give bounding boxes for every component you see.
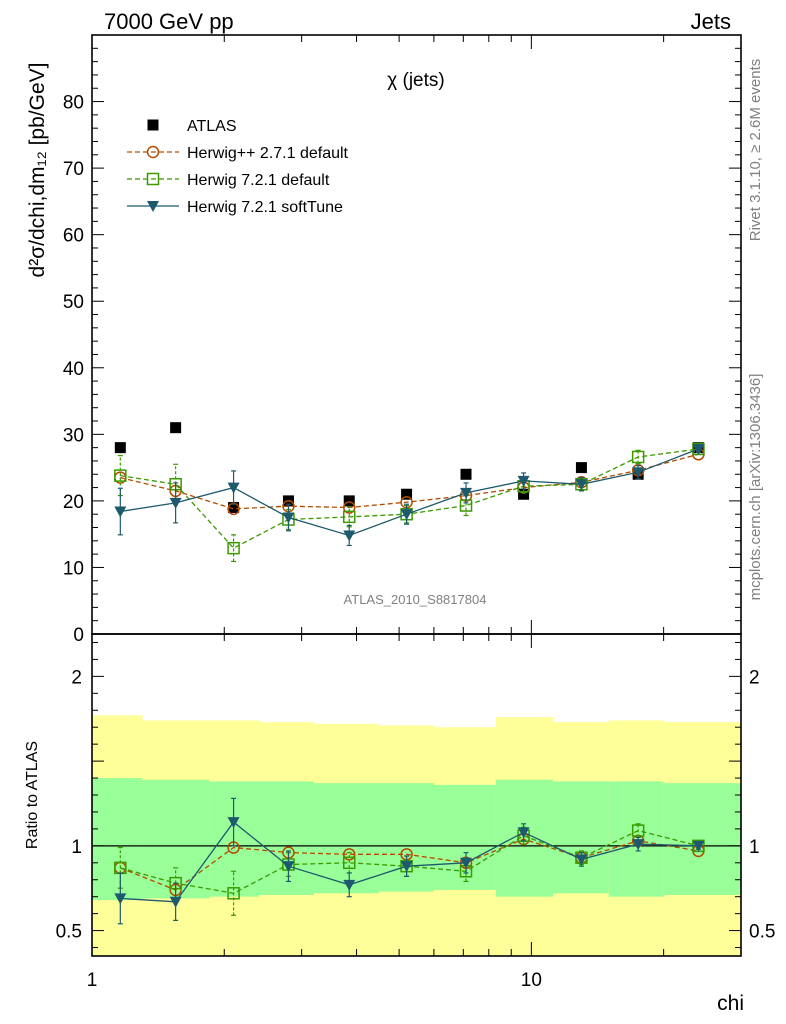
y-tick-label: 40 (63, 359, 84, 380)
y-tick-label: 20 (63, 492, 84, 513)
data-point (227, 817, 240, 829)
band-inner-bin (495, 779, 554, 897)
legend-label: Herwig 7.2.1 softTune (187, 199, 343, 216)
series-line (120, 838, 699, 891)
series-line (120, 453, 699, 510)
legend-entry: Herwig 7.2.1 softTune (127, 199, 343, 216)
legend-label: Herwig++ 2.7.1 default (187, 145, 349, 162)
ratio-y-tick-label: 0.5 (56, 922, 82, 943)
data-point (400, 861, 413, 873)
data-point (518, 488, 530, 500)
legend-entry: Herwig 7.2.1 default (127, 172, 330, 189)
ratio-plot-frame (91, 633, 742, 957)
legend-label: ATLAS (187, 118, 237, 135)
tick-labels: 0 10 20 30 40 50 60 70 80 0.5 0.5 1 1 2 2 1 10 (56, 93, 776, 991)
data-point (170, 422, 182, 434)
data-point (342, 848, 356, 861)
data-point (343, 530, 356, 542)
ratio-y-tick-label: 0.5 (749, 922, 775, 943)
header-left: 7000 GeV pp (104, 9, 234, 34)
data-point (169, 896, 182, 908)
data-point (282, 861, 295, 873)
data-point (517, 827, 530, 839)
data-point (575, 854, 588, 866)
data-point (632, 839, 645, 851)
data-series (114, 422, 705, 925)
data-point (114, 469, 127, 482)
header-right: Jets (691, 9, 731, 34)
data-point (114, 893, 127, 905)
analysis-tag: ATLAS_2010_S8817804 (344, 592, 487, 607)
data-point (343, 495, 355, 507)
rivet-label: Rivet 3.1.10, ≥ 2.6M events (747, 59, 764, 242)
data-point (227, 541, 240, 555)
band-inner-bin (209, 781, 260, 897)
band-inner-bin (663, 783, 742, 895)
data-point (227, 482, 240, 494)
data-point (632, 467, 645, 479)
plot-frames (91, 34, 742, 957)
data-point (147, 201, 159, 212)
series-herwig-2-7-1-default (114, 448, 705, 516)
band-inner-bin (142, 779, 210, 899)
data-point (342, 510, 356, 524)
band-inner-bin (313, 783, 380, 894)
data-point (631, 450, 645, 464)
band-inner-bin (608, 781, 665, 897)
series-herwig-7-2-1-softtune (114, 797, 705, 925)
data-point (227, 887, 240, 900)
data-point (460, 487, 473, 499)
legend-entry: ATLAS (147, 118, 237, 135)
y-tick-label: 80 (63, 93, 84, 114)
data-point (343, 879, 356, 891)
data-point (575, 462, 587, 474)
data-point (342, 501, 356, 514)
y-tick-label: 50 (63, 292, 84, 313)
chart-title: χ (jets) (387, 70, 444, 91)
data-point (460, 857, 473, 869)
x-tick-label: 1 (87, 970, 98, 991)
band-inner-bin (433, 784, 497, 890)
x-tick-label: 10 (521, 970, 542, 991)
y-tick-label: 60 (63, 226, 84, 247)
ratio-y-tick-label: 2 (71, 667, 82, 688)
data-point (575, 479, 588, 491)
legend: ATLAS Herwig++ 2.7.1 default Herwig 7.2.1 … (127, 118, 349, 216)
data-point (114, 506, 127, 518)
data-point (631, 824, 645, 837)
y-tick-label: 30 (63, 425, 84, 446)
data-point (169, 497, 182, 509)
data-point (460, 468, 472, 480)
y-axis-label-ratio: Ratio to ATLAS (24, 741, 41, 849)
ratio-y-tick-label: 2 (749, 667, 760, 688)
data-point (342, 856, 356, 870)
data-point (146, 172, 160, 186)
data-point (400, 509, 413, 521)
data-point (401, 488, 413, 500)
y-tick-label: 10 (63, 558, 84, 579)
y-tick-label: 0 (73, 625, 84, 646)
legend-label: Herwig 7.2.1 default (187, 172, 330, 189)
data-point (692, 443, 705, 455)
data-point (517, 475, 530, 487)
y-axis-label-main: d²σ/dchi,dm₁₂ [pb/GeV] (26, 63, 49, 278)
series-herwig-7-2-1-default (114, 442, 705, 563)
ratio-y-tick-label: 1 (71, 837, 82, 858)
data-point (146, 145, 160, 159)
data-point (114, 442, 126, 454)
data-point (692, 840, 705, 852)
ratio-y-tick-label: 1 (749, 837, 760, 858)
band-inner-bin (92, 778, 143, 901)
data-point (228, 502, 240, 514)
band-inner-bin (552, 781, 610, 894)
data-point (282, 512, 295, 524)
mcplots-label: mcplots.cern.ch [arXiv:1306.3436] (747, 374, 764, 601)
series-herwig-7-2-1-softtune (114, 443, 705, 547)
band-inner-bin (259, 781, 315, 895)
legend-entry: Herwig++ 2.7.1 default (127, 145, 349, 162)
x-axis-label: chi (717, 992, 744, 1015)
data-point (147, 119, 159, 131)
y-tick-label: 70 (63, 159, 84, 180)
